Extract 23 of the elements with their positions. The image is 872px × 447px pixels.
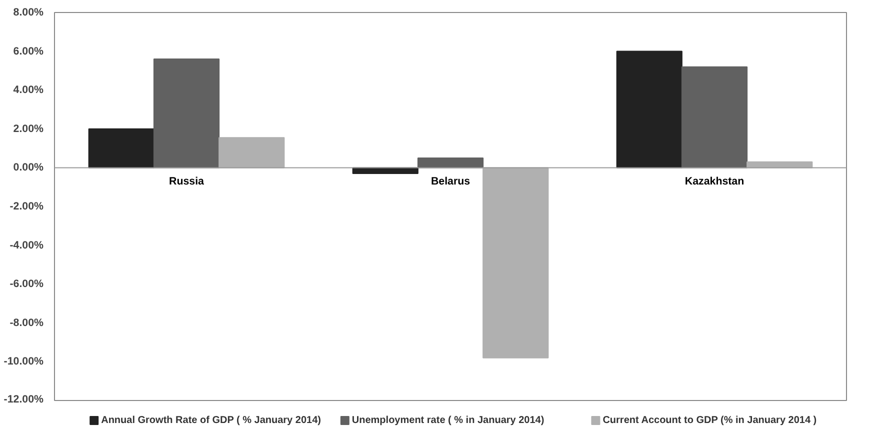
legend-label: Current Account to GDP (% in January 2014 ) [602,415,817,426]
bar [482,167,549,358]
x-tick-label: Belarus [430,176,470,188]
bar [681,66,748,168]
x-tick-label: Russia [169,176,204,188]
legend-label: Annual Growth Rate of GDP ( % January 2014) [101,415,321,426]
y-tick-label: -10.00% [4,356,44,368]
y-tick-label: 0.00% [13,162,44,174]
y-tick-label: -4.00% [10,239,44,252]
x-tick-label: Kazakhstan [684,176,744,188]
y-tick-label: -2.00% [10,200,44,212]
y-tick-label: -12.00% [4,394,44,406]
y-tick-label: 4.00% [13,84,44,96]
y-tick-label: 8.00% [13,6,44,18]
y-tick-label: -8.00% [10,316,44,329]
bar [218,137,285,168]
y-tick-label: 2.00% [13,122,44,135]
bar [616,50,682,168]
bar [153,58,220,168]
legend-label: Unemployment rate ( % in January 2014) [352,415,544,426]
y-tick-label: 6.00% [13,45,44,58]
y-tick-label: -6.00% [10,278,44,290]
bar [88,128,154,168]
